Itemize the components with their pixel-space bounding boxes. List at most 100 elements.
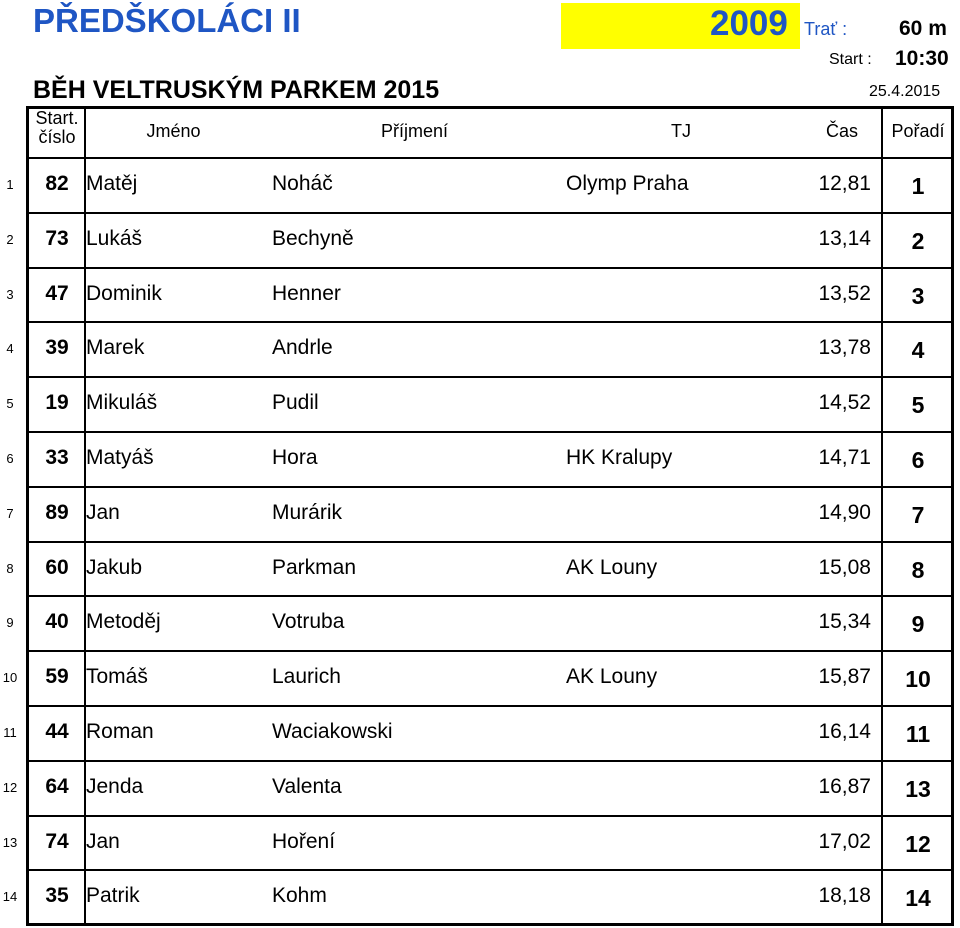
time-cell: 18,18 xyxy=(818,884,871,907)
rank-cell: 11 xyxy=(905,721,931,747)
club-cell: AK Louny xyxy=(566,556,658,579)
start-number-cell: 44 xyxy=(45,720,69,743)
start-number-cell: 47 xyxy=(45,282,69,305)
results-table xyxy=(26,106,954,926)
time-cell: 15,34 xyxy=(818,610,871,633)
time-cell: 16,14 xyxy=(818,720,871,743)
first-name-cell: Matěj xyxy=(86,172,138,195)
surname-cell: Bechyně xyxy=(272,227,354,250)
row-divider xyxy=(28,157,953,159)
time-cell: 15,87 xyxy=(818,665,871,688)
start-time-label: Start : xyxy=(829,51,872,68)
rank-cell: 7 xyxy=(911,502,925,528)
time-cell: 14,71 xyxy=(818,446,871,469)
row-number: 14 xyxy=(2,889,18,904)
event-name: BĚH VELTRUSKÝM PARKEM 2015 xyxy=(33,76,440,104)
start-number-cell: 82 xyxy=(45,172,69,195)
start-number-cell: 35 xyxy=(45,884,69,907)
row-number: 11 xyxy=(3,725,17,740)
first-name-cell: Lukáš xyxy=(86,227,143,250)
time-cell: 14,52 xyxy=(818,391,871,414)
club-cell: Olymp Praha xyxy=(566,172,689,195)
time-cell: 12,81 xyxy=(818,172,871,195)
rank-cell: 10 xyxy=(905,666,931,692)
row-divider xyxy=(28,815,953,817)
header-start-line2: číslo xyxy=(38,127,76,147)
rank-cell: 12 xyxy=(905,831,931,857)
start-number-cell: 40 xyxy=(45,610,69,633)
first-name-cell: Jan xyxy=(86,830,120,853)
header-surname: Příjmení xyxy=(380,121,449,141)
start-time-value: 10:30 xyxy=(895,47,949,70)
surname-cell: Laurich xyxy=(272,665,341,688)
event-date: 25.4.2015 xyxy=(869,83,941,100)
start-number-cell: 19 xyxy=(45,391,69,414)
first-name-cell: Roman xyxy=(86,720,154,743)
time-cell: 13,52 xyxy=(818,282,871,305)
surname-cell: Hoření xyxy=(272,830,336,853)
row-divider xyxy=(28,376,953,378)
row-divider xyxy=(28,541,953,543)
first-name-cell: Dominik xyxy=(86,282,162,305)
surname-cell: Henner xyxy=(272,282,341,305)
header-name: Jméno xyxy=(146,121,201,141)
rank-cell: 3 xyxy=(911,283,925,309)
time-cell: 13,14 xyxy=(818,227,871,250)
first-name-cell: Mikuláš xyxy=(86,391,158,414)
row-divider xyxy=(28,650,953,652)
column-divider xyxy=(84,108,86,925)
rank-cell: 1 xyxy=(911,173,925,199)
surname-cell: Murárik xyxy=(272,501,343,524)
first-name-cell: Marek xyxy=(86,336,145,359)
time-cell: 14,90 xyxy=(818,501,871,524)
column-divider xyxy=(881,108,883,925)
surname-cell: Noháč xyxy=(272,172,333,195)
start-number-cell: 73 xyxy=(45,227,69,250)
surname-cell: Votruba xyxy=(272,610,345,633)
row-number: 7 xyxy=(6,506,14,521)
row-divider xyxy=(28,212,953,214)
row-number: 10 xyxy=(2,670,18,685)
distance-value: 60 m xyxy=(899,17,947,40)
category-year: 2009 xyxy=(710,4,788,43)
row-number: 4 xyxy=(6,341,14,356)
row-divider xyxy=(28,267,953,269)
rank-cell: 6 xyxy=(911,447,925,473)
row-divider xyxy=(28,431,953,433)
club-cell: AK Louny xyxy=(566,665,658,688)
time-cell: 16,87 xyxy=(818,775,871,798)
surname-cell: Parkman xyxy=(272,556,357,579)
start-number-cell: 64 xyxy=(45,775,69,798)
start-number-cell: 33 xyxy=(45,446,69,469)
header-rank: Pořadí xyxy=(891,121,945,141)
header-start-number: Start. číslo xyxy=(30,109,84,147)
row-number: 13 xyxy=(2,835,18,850)
row-number: 2 xyxy=(6,232,14,247)
start-number-cell: 89 xyxy=(45,501,69,524)
first-name-cell: Jenda xyxy=(86,775,144,798)
row-number: 8 xyxy=(6,561,14,576)
rank-cell: 13 xyxy=(905,776,931,802)
rank-cell: 2 xyxy=(911,228,925,254)
surname-cell: Valenta xyxy=(272,775,342,798)
start-number-cell: 60 xyxy=(45,556,69,579)
rank-cell: 4 xyxy=(911,337,925,363)
row-number: 5 xyxy=(6,396,14,411)
time-cell: 17,02 xyxy=(818,830,871,853)
row-divider xyxy=(28,705,953,707)
row-divider xyxy=(28,321,953,323)
header-start-line1: Start. xyxy=(35,108,79,128)
first-name-cell: Matyáš xyxy=(86,446,154,469)
page-title: PŘEDŠKOLÁCI II xyxy=(33,2,301,39)
club-cell: HK Kralupy xyxy=(566,446,673,469)
row-number: 3 xyxy=(6,287,14,302)
rank-cell: 14 xyxy=(905,885,931,911)
time-cell: 15,08 xyxy=(818,556,871,579)
time-cell: 13,78 xyxy=(818,336,871,359)
row-divider xyxy=(28,486,953,488)
surname-cell: Waciakowski xyxy=(272,720,393,743)
rank-cell: 9 xyxy=(911,611,925,637)
first-name-cell: Metoděj xyxy=(86,610,161,633)
start-number-cell: 59 xyxy=(45,665,69,688)
first-name-cell: Tomáš xyxy=(86,665,148,688)
